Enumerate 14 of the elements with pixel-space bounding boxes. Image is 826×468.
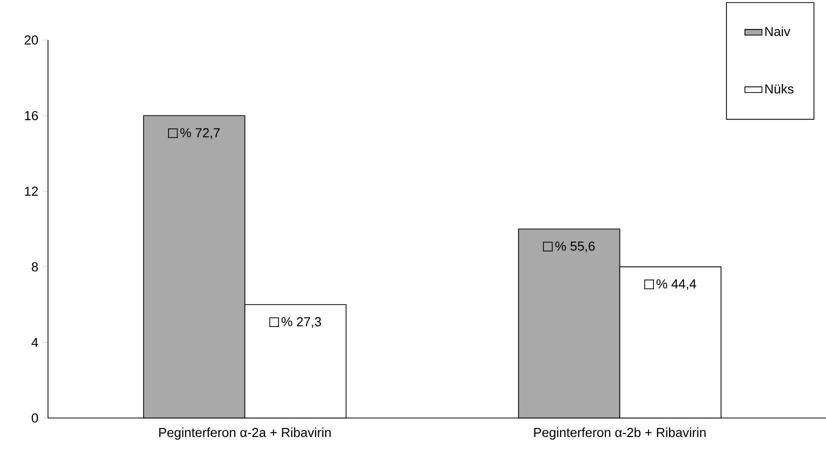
legend-label: Naiv — [765, 26, 790, 36]
annotation: % 72,7 — [180, 128, 220, 139]
legend-label: Nüks — [765, 84, 794, 94]
y-tick-label: 0 — [32, 413, 38, 423]
x-tick-label: Peginterferon α-2b + Ribavirin — [534, 428, 706, 440]
y-tick-label: 4 — [32, 338, 38, 347]
y-tick-label: 8 — [32, 262, 38, 272]
y-tick-label: 12 — [24, 186, 38, 196]
y-tick-label: 16 — [24, 110, 38, 120]
annotation: % 55,6 — [555, 242, 595, 252]
annotation: % 44,4 — [656, 279, 696, 290]
annotation: % 27,3 — [282, 317, 322, 328]
y-tick-label: 20 — [24, 35, 38, 45]
x-tick-label: Peginterferon α-2a + Ribavirin — [159, 428, 331, 440]
